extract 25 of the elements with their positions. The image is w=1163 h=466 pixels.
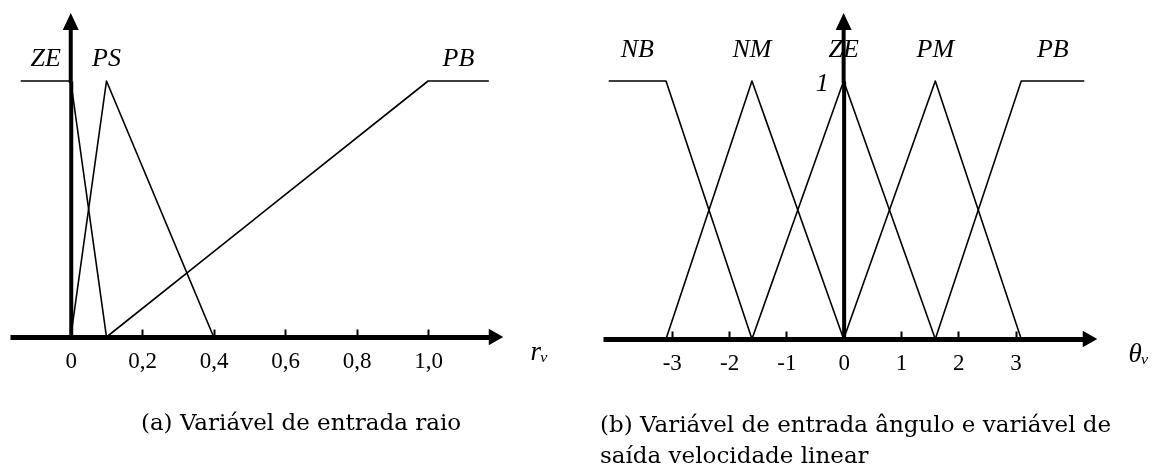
series-label: NB <box>619 34 655 63</box>
series-label: PS <box>91 43 121 72</box>
text: (a) Variável de entrada raio <box>140 409 462 435</box>
x-tick-label: 1,0 <box>414 347 443 373</box>
x-tick-label: 0,4 <box>199 347 230 373</box>
series-label: ZE <box>30 43 62 72</box>
series-label: PM <box>915 34 956 63</box>
x-tick-label: -3 <box>662 349 682 375</box>
series-label: PB <box>1035 34 1069 63</box>
x-tick-label: 0 <box>65 347 77 373</box>
series-label: NM <box>731 34 773 63</box>
x-axis-title: θᵥ <box>1128 337 1150 368</box>
annotation: 1 <box>815 68 829 97</box>
x-tick-label: 0 <box>838 349 850 375</box>
x-tick-label: 1 <box>895 349 908 375</box>
x-tick-label: 0,8 <box>342 347 372 373</box>
x-tick-label: 2 <box>952 349 965 375</box>
x-tick-label: -2 <box>719 349 740 375</box>
text: (b) Variável de entrada ângulo e variável de saída velocidade linear <box>600 411 1112 466</box>
x-tick-label: 0,2 <box>128 347 158 373</box>
x-tick-label: -1 <box>777 349 797 375</box>
series-label: PB <box>441 43 475 72</box>
x-tick-label: 0,6 <box>271 347 301 373</box>
x-tick-label: 3 <box>1010 349 1022 375</box>
x-axis-title: rᵥ <box>530 335 549 366</box>
